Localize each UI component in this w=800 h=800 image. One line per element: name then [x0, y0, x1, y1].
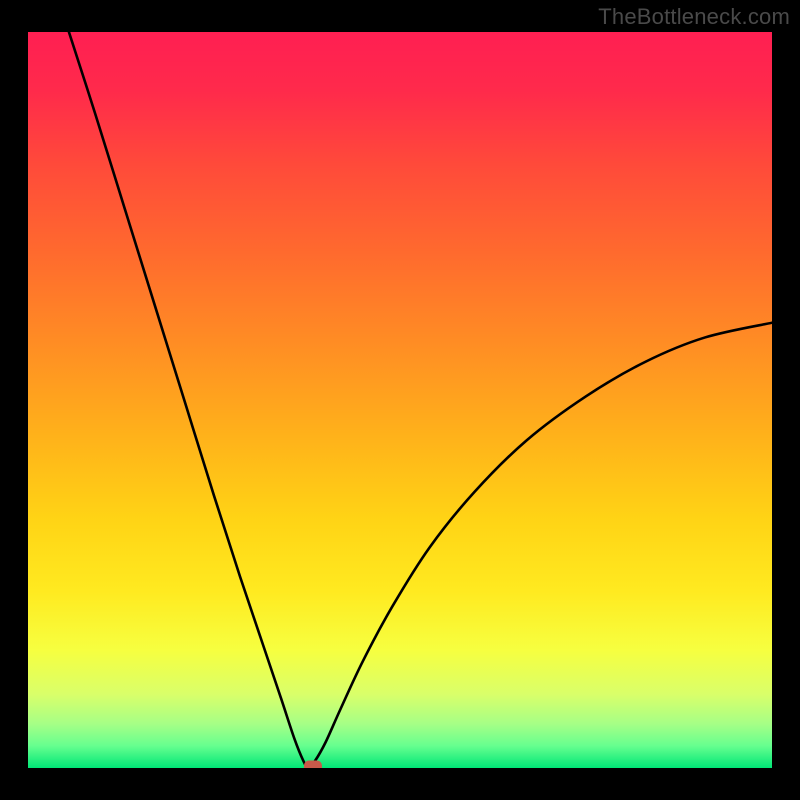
chart-stage: TheBottleneck.com	[0, 0, 800, 800]
plot-background-gradient	[28, 32, 772, 768]
bottleneck-chart	[0, 0, 800, 800]
watermark-label: TheBottleneck.com	[598, 4, 790, 30]
